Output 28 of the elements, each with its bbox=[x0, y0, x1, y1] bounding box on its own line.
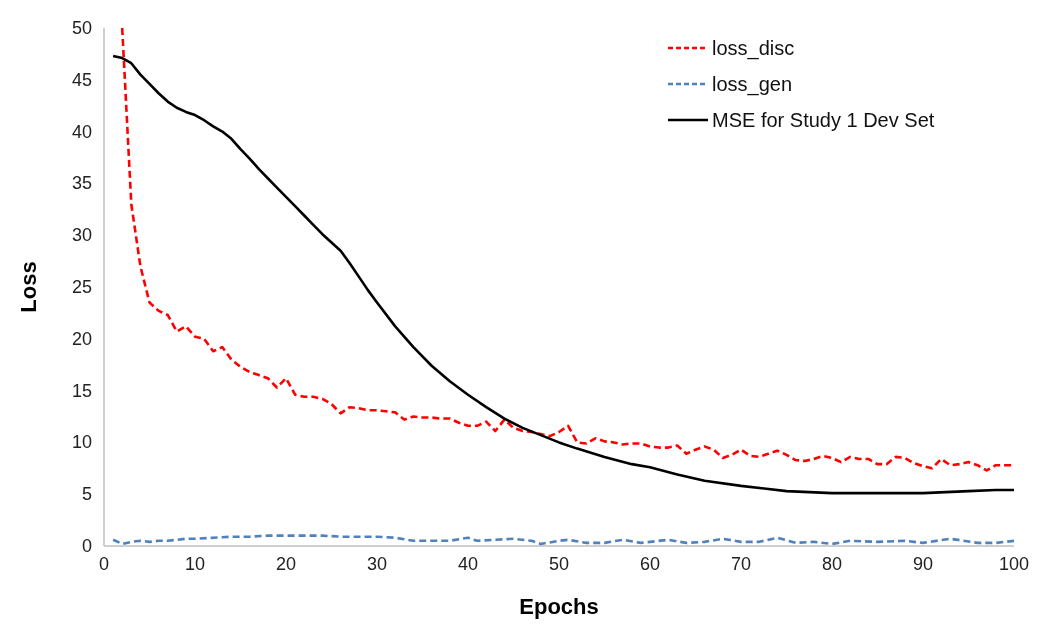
y-tick-label: 30 bbox=[71, 225, 92, 246]
x-tick-label: 30 bbox=[366, 554, 388, 574]
x-tick-label: 70 bbox=[730, 554, 752, 574]
x-axis-title: Epochs bbox=[519, 594, 599, 619]
x-tick-label: 10 bbox=[184, 554, 206, 574]
x-tick-label: 0 bbox=[98, 554, 110, 574]
x-tick-label: 20 bbox=[275, 554, 297, 574]
y-tick-label: 5 bbox=[81, 484, 92, 505]
legend-label: MSE for Study 1 Dev Set bbox=[712, 109, 935, 131]
legend-label: loss_gen bbox=[712, 73, 793, 96]
line-series bbox=[111, 534, 1014, 546]
x-tick-label: 40 bbox=[457, 554, 479, 574]
y-tick-label: 40 bbox=[71, 121, 92, 142]
y-tick-label: 50 bbox=[71, 18, 92, 38]
y-tick-label: 15 bbox=[71, 380, 92, 401]
y-tick-label: 10 bbox=[71, 432, 92, 453]
y-tick-label: 45 bbox=[71, 69, 92, 90]
x-tick-label: 60 bbox=[639, 554, 661, 574]
y-tick-label: 20 bbox=[71, 328, 92, 349]
x-tick-label: 100 bbox=[998, 554, 1030, 574]
y-tick-label: 35 bbox=[71, 173, 92, 194]
y-axis-title: Loss bbox=[16, 261, 41, 313]
x-tick-label: 80 bbox=[821, 554, 843, 574]
y-tick-label: 25 bbox=[71, 277, 92, 297]
x-tick-label: 90 bbox=[912, 554, 934, 574]
y-tick-label: 0 bbox=[81, 536, 92, 556]
legend-label: loss_disc bbox=[712, 37, 795, 60]
x-tick-label: 50 bbox=[548, 554, 570, 574]
